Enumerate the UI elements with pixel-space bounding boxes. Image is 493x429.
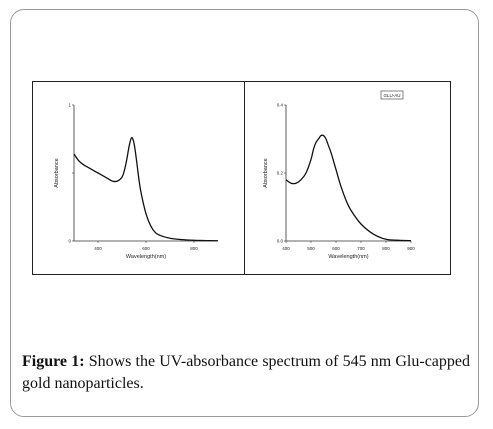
x-tick-label: 600 xyxy=(142,246,150,251)
x-axis-label: Wavelength(nm) xyxy=(328,254,368,260)
figure-panels xyxy=(32,81,451,275)
y-tick-label: 0 xyxy=(68,239,71,244)
figure-caption: Figure 1: Shows the UV-absorbance spectr… xyxy=(22,351,470,395)
x-tick-label: 900 xyxy=(407,246,415,251)
y-axis-label: Absorbance xyxy=(263,158,269,187)
chart-left-absorbance-spectrum: 400 600 800 0 1 Wavelength(nm) Absorbance xyxy=(54,103,219,260)
x-tick-label: 600 xyxy=(332,246,340,251)
y-tick-label: 0.0 xyxy=(277,239,284,244)
absorbance-series-line xyxy=(285,134,412,242)
figure-frame xyxy=(10,9,479,417)
x-tick-label: 800 xyxy=(190,246,198,251)
legend-box xyxy=(380,90,404,100)
x-tick-label: 400 xyxy=(282,246,290,251)
legend-entry: GLU-AU xyxy=(383,93,400,98)
y-tick-label: 0.4 xyxy=(277,103,284,108)
x-tick-label: 800 xyxy=(382,246,390,251)
x-tick-label: 500 xyxy=(307,246,315,251)
panel-divider xyxy=(244,81,245,275)
x-tick-label: 400 xyxy=(94,246,102,251)
y-tick-label: 1 xyxy=(68,103,71,108)
x-tick-label: 700 xyxy=(357,246,365,251)
absorbance-series-line xyxy=(73,136,219,242)
figure-caption-text: Shows the UV-absorbance spectrum of 545 … xyxy=(22,353,471,392)
y-tick-label: 0.2 xyxy=(277,171,284,176)
chart-right-glu-au-spectrum: 400 500 600 700 800 900 0.0 0.2 0.4 Wavelength(nm… xyxy=(263,90,415,260)
figure-caption-label: Figure 1: xyxy=(22,353,85,370)
y-axis-label: Absorbance xyxy=(54,158,60,187)
x-axis-label: Wavelength(nm) xyxy=(126,254,166,260)
